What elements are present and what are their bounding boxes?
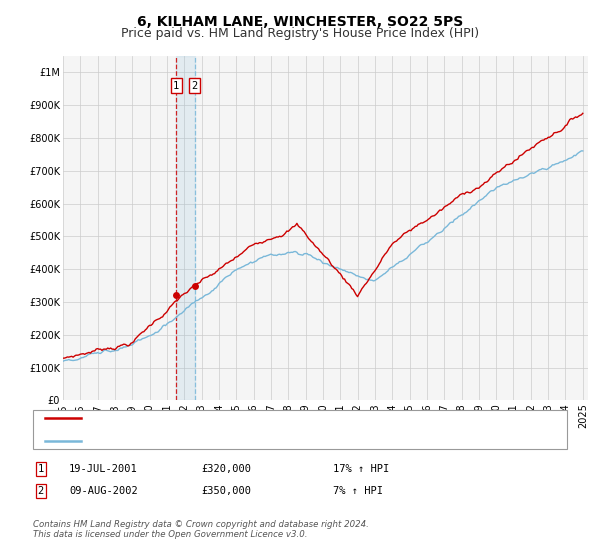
- Text: 1: 1: [38, 464, 44, 474]
- Text: £350,000: £350,000: [201, 486, 251, 496]
- Text: 17% ↑ HPI: 17% ↑ HPI: [333, 464, 389, 474]
- Text: 19-JUL-2001: 19-JUL-2001: [69, 464, 138, 474]
- Text: 2: 2: [191, 81, 198, 91]
- Text: 2: 2: [38, 486, 44, 496]
- Text: 09-AUG-2002: 09-AUG-2002: [69, 486, 138, 496]
- Text: 6, KILHAM LANE, WINCHESTER, SO22 5PS: 6, KILHAM LANE, WINCHESTER, SO22 5PS: [137, 15, 463, 29]
- Text: Contains HM Land Registry data © Crown copyright and database right 2024.
This d: Contains HM Land Registry data © Crown c…: [33, 520, 369, 539]
- Text: Price paid vs. HM Land Registry's House Price Index (HPI): Price paid vs. HM Land Registry's House …: [121, 27, 479, 40]
- Text: 7% ↑ HPI: 7% ↑ HPI: [333, 486, 383, 496]
- Text: HPI: Average price, detached house, Winchester: HPI: Average price, detached house, Winc…: [88, 436, 364, 446]
- Text: £320,000: £320,000: [201, 464, 251, 474]
- Bar: [176, 56, 194, 400]
- Text: 1: 1: [173, 81, 179, 91]
- Text: 6, KILHAM LANE, WINCHESTER, SO22 5PS (detached house): 6, KILHAM LANE, WINCHESTER, SO22 5PS (de…: [88, 413, 406, 423]
